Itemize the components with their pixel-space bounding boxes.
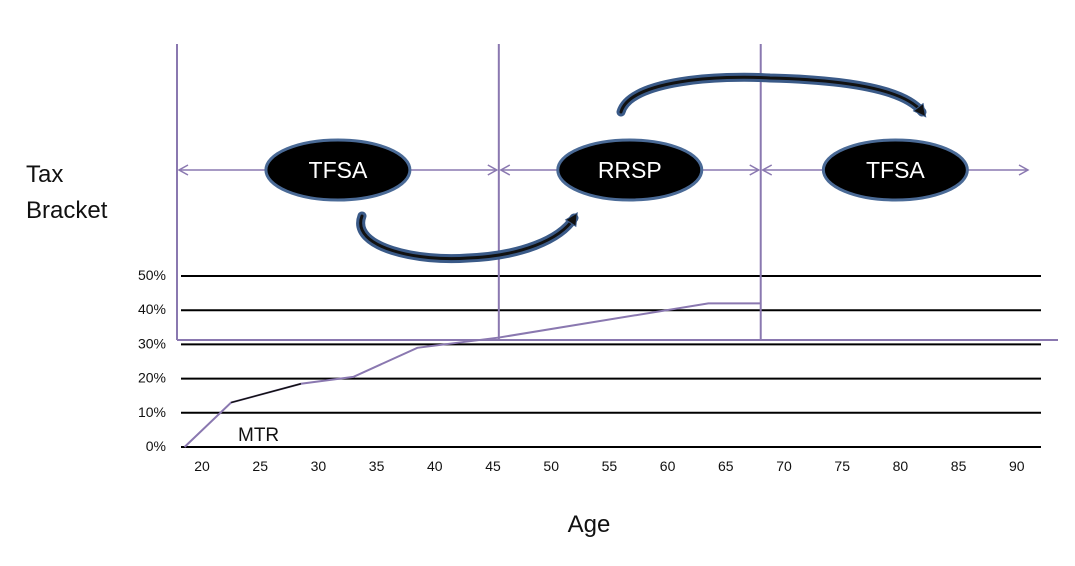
account-tfsa-badge: TFSA — [264, 138, 412, 202]
x-tick-label: 30 — [311, 458, 327, 474]
account-tfsa-badge: TFSA — [821, 138, 969, 202]
transfer-arrow-layer — [356, 72, 927, 264]
y-tick-label: 0% — [146, 438, 166, 454]
transfer-arrow-rrsp-to-tfsa-outline — [616, 72, 927, 117]
x-tick-label: 70 — [776, 458, 792, 474]
transfer-arrow-tfsa-to-rrsp-outline — [356, 211, 579, 264]
x-tick-label: 40 — [427, 458, 443, 474]
y-axis-label-line2: Bracket — [26, 197, 108, 224]
transfer-arrow-rrsp-to-tfsa — [619, 75, 927, 118]
y-tick-label: 50% — [138, 267, 166, 283]
transfer-arrow-tfsa-to-rrsp — [359, 211, 578, 261]
x-tick-label: 25 — [252, 458, 268, 474]
x-tick-label: 50 — [543, 458, 559, 474]
account-ellipse — [821, 138, 969, 202]
x-tick-label: 75 — [834, 458, 850, 474]
y-tick-label: 10% — [138, 404, 166, 420]
x-tick-label: 55 — [602, 458, 618, 474]
x-tick-label: 90 — [1009, 458, 1025, 474]
account-ellipse — [556, 138, 704, 202]
mtr-line-black-segment — [230, 383, 302, 404]
x-tick-label: 60 — [660, 458, 676, 474]
x-tick-label: 20 — [194, 458, 210, 474]
account-label: TFSA — [866, 157, 925, 183]
y-tick-label: 40% — [138, 301, 166, 317]
x-tick-label: 80 — [893, 458, 909, 474]
account-rrsp-badge: RRSP — [556, 138, 704, 202]
account-ellipse — [264, 138, 412, 202]
account-label: RRSP — [598, 157, 662, 183]
y-axis-label-line1: Tax — [26, 161, 63, 188]
account-label: TFSA — [309, 157, 368, 183]
x-tick-label: 65 — [718, 458, 734, 474]
tick-layer: 0% 10% 20% 30% 40% 50% 20 25 30 35 40 45 50 55 60 65 70 7… — [138, 267, 1025, 474]
x-axis-label: Age — [568, 511, 611, 538]
y-tick-label: 30% — [138, 335, 166, 351]
account-layer: TFSA RRSP TFSA — [264, 138, 969, 202]
x-tick-label: 45 — [485, 458, 501, 474]
mtr-series-label: MTR — [238, 425, 279, 446]
x-tick-label: 85 — [951, 458, 967, 474]
y-tick-label: 20% — [138, 370, 166, 386]
x-tick-label: 35 — [369, 458, 385, 474]
series-layer — [183, 302, 761, 448]
grid-layer — [181, 275, 1041, 448]
